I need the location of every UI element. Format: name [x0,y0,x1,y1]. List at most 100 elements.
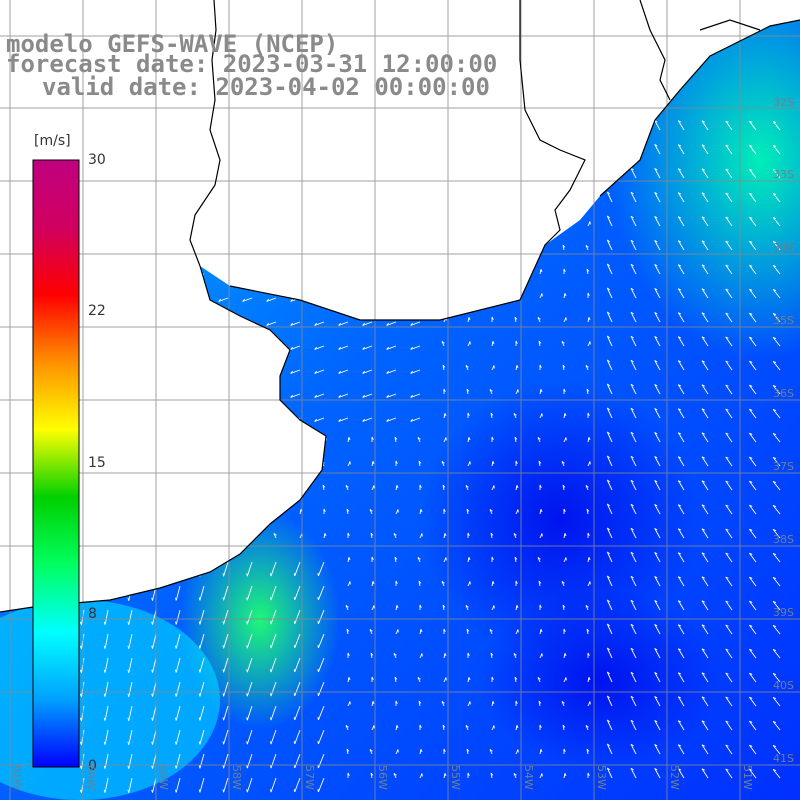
wind-arrow-head [222,597,225,601]
wind-arrow-head [372,460,375,465]
wind-arrow [606,263,613,275]
wind-arrow [772,289,781,299]
wind-arrow-head [678,528,682,531]
wind-arrow-head [701,168,705,171]
wind-arrow-head [725,720,729,723]
wind-arrow [223,777,229,793]
wind-arrow-head [175,621,177,625]
wind-arrow-head [537,317,541,320]
wind-arrow-head [338,346,341,350]
wind-arrow-head [371,676,374,680]
wind-arrow [677,240,685,251]
wind-arrow-head [630,671,634,675]
wind-arrow [701,144,709,155]
wind-arrow [317,753,325,769]
wind-arrow-head [630,503,634,507]
wind-arrow-head [386,394,389,398]
wind-arrow-head [678,744,682,747]
wind-arrow [654,480,661,491]
wind-arrow-head [654,144,658,147]
wind-arrow [701,216,709,227]
wind-arrow-head [489,389,493,392]
wind-arrow-head [772,120,777,124]
wind-arrow [701,168,709,179]
wind-arrow-head [772,624,777,628]
wind-arrow [772,169,781,179]
wind-arrow-head [314,346,317,350]
wind-arrow-head [749,384,753,387]
wind-arrow [175,681,181,697]
lat-label: 35S [773,314,794,327]
wind-arrow [606,527,613,539]
wind-arrow [630,527,637,539]
wind-arrow-head [725,168,729,171]
wind-arrow [772,457,781,467]
wind-arrow-head [395,460,398,464]
wind-arrow-head [678,360,682,363]
wind-arrow-head [466,748,470,752]
wind-arrow [725,264,733,275]
wind-arrow-head [561,701,565,704]
wind-arrow-head [372,580,375,585]
wind-arrow [246,777,253,793]
wind-arrow-head [678,144,682,147]
wind-arrow-head [749,552,753,555]
wind-arrow [246,633,253,649]
wind-arrow [725,480,733,491]
wind-arrow [152,705,157,721]
wind-arrow [749,720,757,731]
wind-arrow-head [540,748,543,753]
wind-arrow [386,417,397,422]
wind-arrow-head [79,693,82,697]
wind-arrow-head [151,765,153,769]
wind-arrow [677,504,685,515]
wind-arrow-head [749,624,753,627]
wind-arrow-head [749,216,753,219]
wind-arrow-head [678,384,682,387]
wind-arrow-head [749,264,753,267]
wind-arrow-head [630,767,634,771]
wind-arrow [749,360,757,371]
colorbar-tick-15: 15 [88,455,106,471]
wind-arrow [772,673,781,683]
wind-arrow-head [246,573,248,577]
wind-arrow-head [654,216,658,219]
wind-arrow-head [701,264,705,267]
wind-arrow-head [246,621,248,625]
wind-arrow-head [630,647,634,651]
wind-arrow-head [418,700,422,704]
wind-arrow [725,552,733,563]
wind-arrow [386,321,397,326]
wind-arrow-head [270,693,272,697]
wind-arrow-head [701,720,705,723]
wind-arrow-head [772,264,777,268]
wind-arrow-head [514,436,518,440]
wind-arrow-head [369,749,373,752]
wind-arrow-head [654,240,658,243]
wind-arrow [606,287,613,299]
wind-arrow [725,720,733,731]
wind-arrow-head [441,461,445,464]
wind-arrow-head [468,676,471,681]
wind-arrow-head [654,696,658,699]
wind-arrow [606,407,613,419]
wind-arrow-head [701,528,705,531]
wind-arrow-head [538,460,542,464]
wind-arrow-head [749,528,753,531]
wind-arrow [701,768,709,779]
wind-arrow [701,336,709,347]
wind-arrow-head [588,316,591,321]
wind-arrow [725,168,733,179]
wind-arrow [386,345,397,350]
wind-arrow-head [772,504,777,508]
wind-arrow-head [410,394,413,398]
wind-arrow-head [465,605,469,608]
wind-arrow [630,743,637,755]
wind-arrow [749,504,757,515]
wind-arrow [314,417,325,422]
wind-arrow [104,753,109,769]
wind-arrow-head [370,652,374,656]
wind-arrow-head [466,508,470,512]
wind-arrow [294,561,301,577]
wind-arrow [725,528,733,539]
